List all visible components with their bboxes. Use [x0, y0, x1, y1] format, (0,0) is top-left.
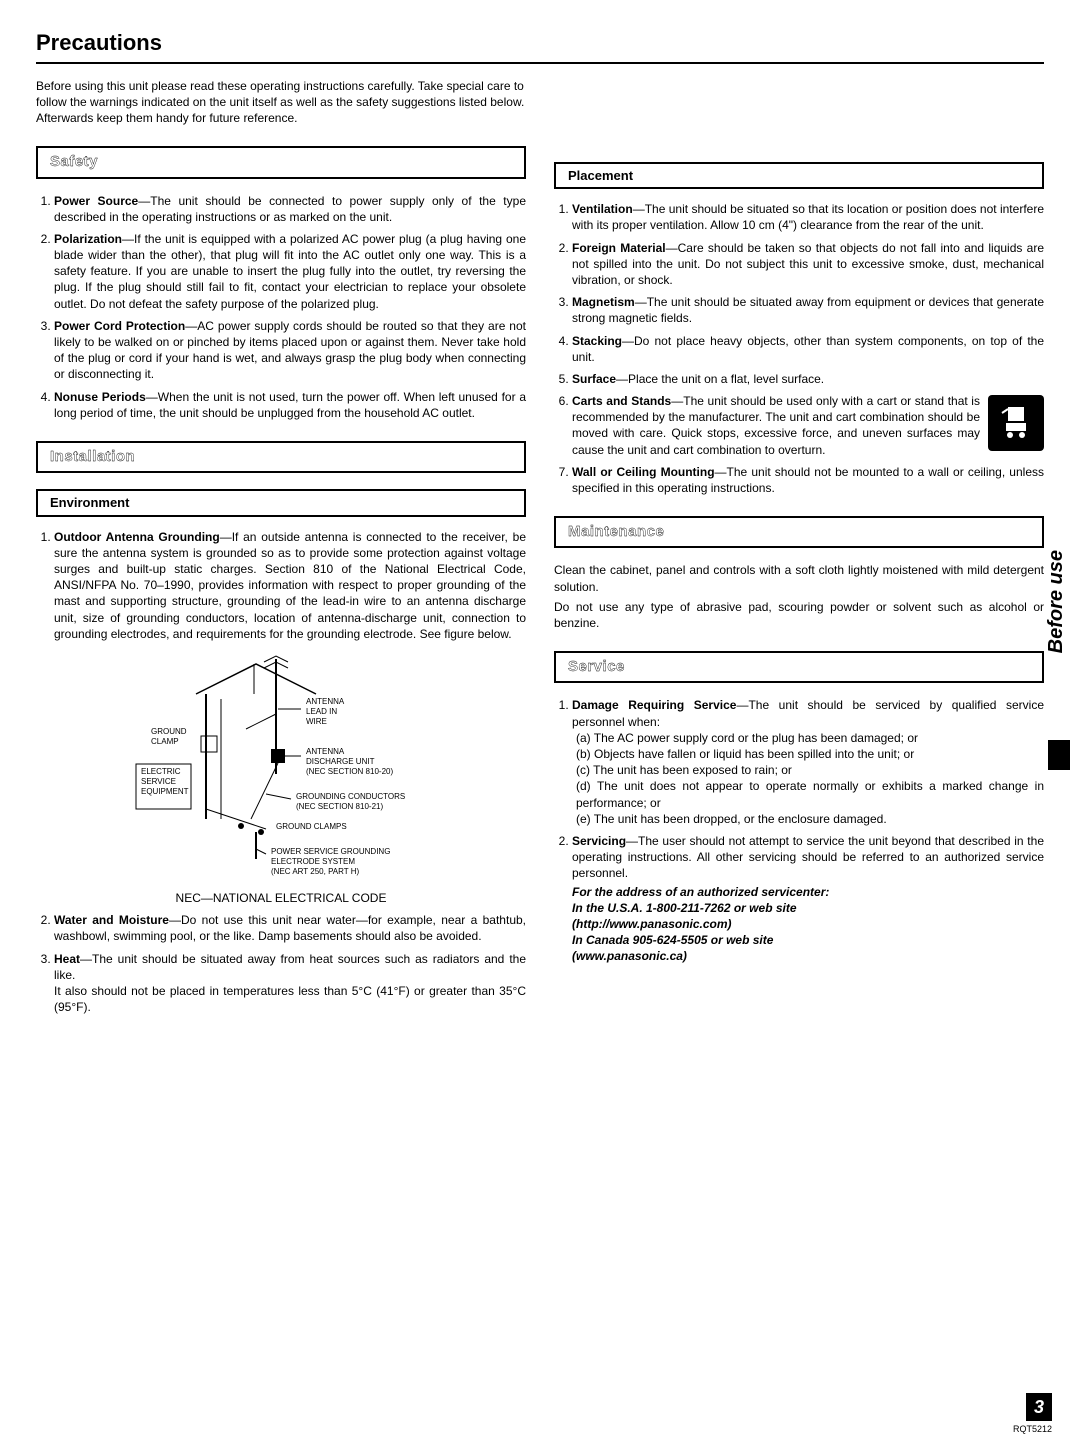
- svg-text:CLAMP: CLAMP: [151, 737, 179, 746]
- svg-text:EQUIPMENT: EQUIPMENT: [141, 787, 189, 796]
- page-number: 3: [1026, 1393, 1052, 1421]
- svg-text:(NEC SECTION 810-20): (NEC SECTION 810-20): [306, 767, 393, 776]
- page-code: RQT5212: [1013, 1423, 1052, 1435]
- svg-text:ELECTRODE SYSTEM: ELECTRODE SYSTEM: [271, 857, 355, 866]
- installation-header: Installation: [36, 441, 526, 473]
- environment-list: Outdoor Antenna Grounding—If an outside …: [36, 529, 526, 642]
- safety-item: Power Cord Protection—AC power supply co…: [54, 318, 526, 383]
- service-sub: (b) Objects have fallen or liquid has be…: [576, 746, 1044, 762]
- placement-item: Carts and Stands—The unit should be used…: [572, 393, 1044, 458]
- maintenance-header: Maintenance: [554, 516, 1044, 548]
- placement-item: Surface—Place the unit on a flat, level …: [572, 371, 1044, 387]
- svg-text:POWER SERVICE GROUNDING: POWER SERVICE GROUNDING: [271, 847, 390, 856]
- environment-item: Water and Moisture—Do not use this unit …: [54, 912, 526, 944]
- service-sub: (e) The unit has been dropped, or the en…: [576, 811, 1044, 827]
- environment-item: Outdoor Antenna Grounding—If an outside …: [54, 529, 526, 642]
- service-contact: For the address of an authorized service…: [572, 884, 1044, 900]
- page-title: Precautions: [36, 28, 1044, 64]
- right-column: Placement Ventilation—The unit should be…: [554, 78, 1044, 1028]
- svg-text:(NEC ART 250, PART H): (NEC ART 250, PART H): [271, 867, 360, 876]
- intro-text: Before using this unit please read these…: [36, 78, 526, 127]
- service-contact: In the U.S.A. 1-800-211-7262 or web site: [572, 900, 1044, 916]
- placement-header: Placement: [554, 162, 1044, 190]
- page-footer: 3 RQT5212: [1013, 1393, 1052, 1435]
- service-header: Service: [554, 651, 1044, 683]
- side-marker: [1048, 740, 1070, 770]
- svg-text:(NEC SECTION 810-21): (NEC SECTION 810-21): [296, 802, 383, 811]
- svg-text:DISCHARGE UNIT: DISCHARGE UNIT: [306, 757, 375, 766]
- svg-text:GROUND CLAMPS: GROUND CLAMPS: [276, 822, 347, 831]
- placement-list: Ventilation—The unit should be situated …: [554, 201, 1044, 496]
- safety-list: Power Source—The unit should be connecte…: [36, 193, 526, 421]
- svg-text:GROUND: GROUND: [151, 727, 187, 736]
- service-contact: (http://www.panasonic.com): [572, 916, 1044, 932]
- service-item: Servicing—The user should not attempt to…: [572, 833, 1044, 965]
- safety-item: Polarization—If the unit is equipped wit…: [54, 231, 526, 312]
- maintenance-text: Clean the cabinet, panel and controls wi…: [554, 562, 1044, 594]
- content-columns: Before using this unit please read these…: [36, 78, 1044, 1028]
- environment-item: Heat—The unit should be situated away fr…: [54, 951, 526, 1016]
- service-contact: (www.panasonic.ca): [572, 948, 1044, 964]
- svg-text:LEAD IN: LEAD IN: [306, 707, 337, 716]
- svg-text:ANTENNA: ANTENNA: [306, 747, 345, 756]
- svg-text:ELECTRIC: ELECTRIC: [141, 767, 181, 776]
- grounding-diagram: ANTENNA LEAD IN WIRE GROUND CLAMP ELECTR…: [36, 654, 526, 906]
- placement-item: Wall or Ceiling Mounting—The unit should…: [572, 464, 1044, 496]
- cart-warning-icon: [988, 395, 1044, 451]
- placement-item: Magnetism—The unit should be situated aw…: [572, 294, 1044, 326]
- safety-item: Power Source—The unit should be connecte…: [54, 193, 526, 225]
- service-contact: In Canada 905-624-5505 or web site: [572, 932, 1044, 948]
- safety-header: Safety: [36, 146, 526, 178]
- environment-header: Environment: [36, 489, 526, 517]
- maintenance-text: Do not use any type of abrasive pad, sco…: [554, 599, 1044, 631]
- svg-text:ANTENNA: ANTENNA: [306, 697, 345, 706]
- placement-item: Stacking—Do not place heavy objects, oth…: [572, 333, 1044, 365]
- diagram-caption: NEC—NATIONAL ELECTRICAL CODE: [36, 890, 526, 906]
- service-list: Damage Requiring Service—The unit should…: [554, 697, 1044, 964]
- svg-text:SERVICE: SERVICE: [141, 777, 176, 786]
- service-item: Damage Requiring Service—The unit should…: [572, 697, 1044, 827]
- side-tab: Before use: [1043, 550, 1070, 653]
- placement-item: Ventilation—The unit should be situated …: [572, 201, 1044, 233]
- svg-text:GROUNDING CONDUCTORS: GROUNDING CONDUCTORS: [296, 792, 405, 801]
- svg-text:WIRE: WIRE: [306, 717, 327, 726]
- safety-item: Nonuse Periods—When the unit is not used…: [54, 389, 526, 421]
- service-sub: (a) The AC power supply cord or the plug…: [576, 730, 1044, 746]
- environment-list-cont: Water and Moisture—Do not use this unit …: [36, 912, 526, 1015]
- service-sub: (d) The unit does not appear to operate …: [576, 778, 1044, 810]
- left-column: Before using this unit please read these…: [36, 78, 526, 1028]
- placement-item: Foreign Material—Care should be taken so…: [572, 240, 1044, 289]
- service-sub: (c) The unit has been exposed to rain; o…: [576, 762, 1044, 778]
